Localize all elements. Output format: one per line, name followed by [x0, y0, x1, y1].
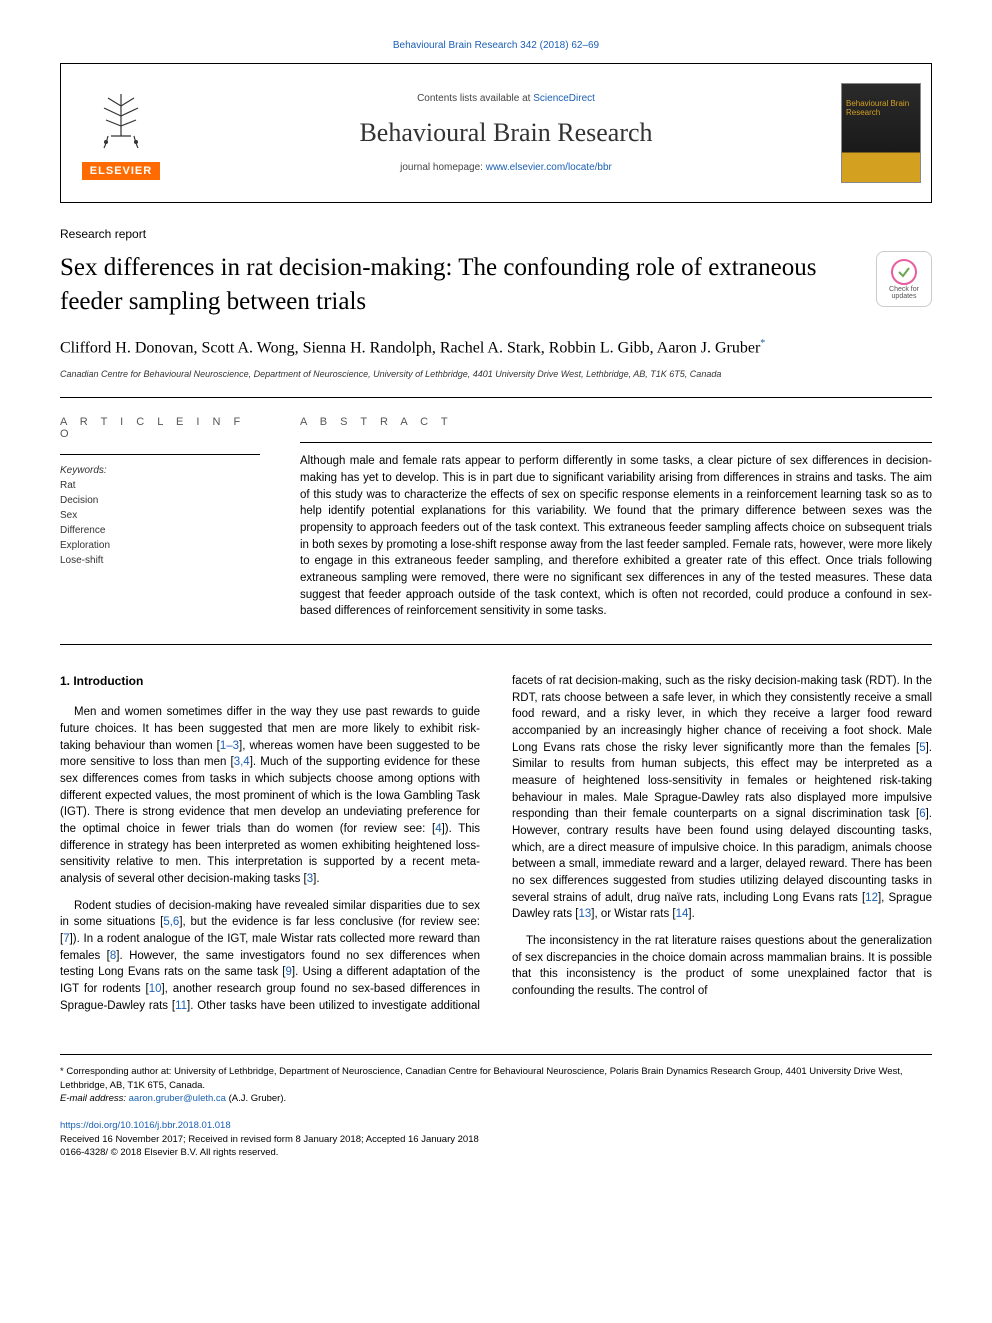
intro-columns: 1. Introduction Men and women sometimes …	[60, 673, 932, 1014]
abstract-text: Although male and female rats appear to …	[300, 453, 932, 620]
keyword: Rat	[60, 478, 260, 493]
intro-heading: 1. Introduction	[60, 673, 480, 690]
journal-cover-text: Behavioural Brain Research	[846, 100, 916, 118]
info-divider	[60, 454, 260, 455]
doi-block: https://doi.org/10.1016/j.bbr.2018.01.01…	[60, 1119, 932, 1159]
homepage-prefix: journal homepage:	[400, 162, 486, 173]
abstract-heading: A B S T R A C T	[300, 416, 932, 428]
info-heading: A R T I C L E I N F O	[60, 416, 260, 440]
email-link[interactable]: aaron.gruber@uleth.ca	[129, 1093, 226, 1104]
page-container: Behavioural Brain Research 342 (2018) 62…	[0, 0, 992, 1199]
keyword: Lose-shift	[60, 553, 260, 568]
email-label: E-mail address:	[60, 1093, 129, 1104]
updates-label: Check for updates	[877, 286, 931, 300]
keyword: Sex	[60, 508, 260, 523]
footer: * Corresponding author at: University of…	[60, 1054, 932, 1105]
info-abstract-row: A R T I C L E I N F O Keywords: Rat Deci…	[60, 398, 932, 644]
journal-name: Behavioural Brain Research	[359, 118, 652, 148]
homepage-link[interactable]: www.elsevier.com/locate/bbr	[486, 162, 612, 173]
elsevier-logo-icon	[86, 86, 156, 156]
email-suffix: (A.J. Gruber).	[226, 1093, 286, 1104]
sciencedirect-link[interactable]: ScienceDirect	[533, 93, 595, 104]
copyright-line: 0166-4328/ © 2018 Elsevier B.V. All righ…	[60, 1146, 932, 1159]
article-info-col: A R T I C L E I N F O Keywords: Rat Deci…	[60, 416, 260, 620]
intro-p1-text: Men and women sometimes differ in the wa…	[60, 706, 480, 885]
abstract-col: A B S T R A C T Although male and female…	[300, 416, 932, 620]
keywords-label: Keywords:	[60, 465, 260, 476]
intro-paragraph: The inconsistency in the rat literature …	[512, 933, 932, 1000]
updates-icon	[890, 258, 918, 286]
journal-cover-icon: Behavioural Brain Research	[841, 83, 921, 183]
journal-header: ELSEVIER Contents lists available at Sci…	[60, 63, 932, 203]
body-section: 1. Introduction Men and women sometimes …	[60, 673, 932, 1014]
keyword: Difference	[60, 523, 260, 538]
keyword: Decision	[60, 493, 260, 508]
received-line: Received 16 November 2017; Received in r…	[60, 1133, 932, 1146]
contents-line: Contents lists available at ScienceDirec…	[417, 93, 595, 104]
authors: Clifford H. Donovan, Scott A. Wong, Sien…	[60, 337, 932, 360]
divider-bottom	[60, 644, 932, 645]
title-row: Sex differences in rat decision-making: …	[60, 251, 932, 319]
check-updates-button[interactable]: Check for updates	[876, 251, 932, 307]
keyword: Exploration	[60, 538, 260, 553]
publisher-label: ELSEVIER	[82, 162, 160, 180]
intro-paragraph: Men and women sometimes differ in the wa…	[60, 704, 480, 887]
contents-prefix: Contents lists available at	[417, 93, 533, 104]
corresponding-author: * Corresponding author at: University of…	[60, 1065, 932, 1092]
top-citation: Behavioural Brain Research 342 (2018) 62…	[60, 40, 932, 51]
publisher-block: ELSEVIER	[61, 64, 181, 202]
homepage-line: journal homepage: www.elsevier.com/locat…	[400, 162, 612, 173]
keywords-list: Rat Decision Sex Difference Exploration …	[60, 478, 260, 568]
cover-block: Behavioural Brain Research	[831, 64, 931, 202]
corresponding-mark: *	[760, 338, 765, 349]
top-citation-link[interactable]: Behavioural Brain Research 342 (2018) 62…	[393, 40, 599, 51]
authors-text: Clifford H. Donovan, Scott A. Wong, Sien…	[60, 339, 760, 356]
header-center: Contents lists available at ScienceDirec…	[181, 64, 831, 202]
intro-p3-text: The inconsistency in the rat literature …	[512, 935, 932, 997]
doi-link[interactable]: https://doi.org/10.1016/j.bbr.2018.01.01…	[60, 1120, 231, 1131]
email-line: E-mail address: aaron.gruber@uleth.ca (A…	[60, 1092, 932, 1105]
article-title: Sex differences in rat decision-making: …	[60, 251, 860, 319]
article-type: Research report	[60, 227, 932, 241]
affiliation: Canadian Centre for Behavioural Neurosci…	[60, 369, 932, 379]
abstract-divider	[300, 442, 932, 443]
